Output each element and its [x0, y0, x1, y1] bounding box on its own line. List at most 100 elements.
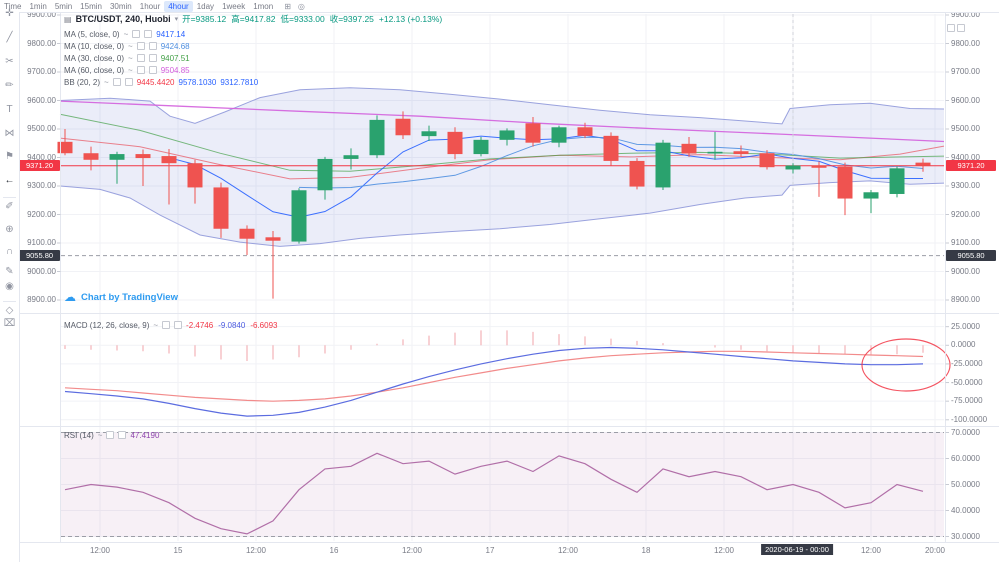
legend-close-icon[interactable] — [148, 66, 157, 74]
annotation-ellipse — [861, 338, 951, 392]
candle-body — [889, 168, 905, 194]
price-axis-tick: 9300.00 — [951, 181, 980, 190]
tab-1mon[interactable]: 1mon — [253, 1, 274, 11]
pane-maximize-icon[interactable] — [947, 24, 955, 32]
chart-style-icon[interactable]: ▤ — [64, 14, 72, 24]
candle-body — [733, 151, 749, 155]
time-axis-label: 12:00 — [713, 546, 735, 555]
macd-axis-tick: -100.0000 — [951, 414, 988, 424]
ma-legend-3-value: 9407.51 — [160, 53, 190, 63]
legend-expand-caret: ~ — [123, 29, 129, 39]
legend-settings-icon[interactable] — [136, 42, 145, 50]
price-axis-tick: 9000.00 — [27, 266, 56, 276]
tab-1day[interactable]: 1day — [196, 1, 215, 11]
tab-1min[interactable]: 1min — [29, 1, 47, 11]
legend-close-icon[interactable] — [118, 431, 127, 439]
ma-legend-1[interactable]: MA (5, close, 0) ~9417.14 — [64, 29, 185, 39]
tab-30min[interactable]: 30min — [109, 1, 132, 11]
popout-icon[interactable]: ⊞ — [284, 1, 291, 11]
last-price-badge-left: 9371.20 — [19, 160, 60, 172]
legend-close-icon[interactable] — [148, 42, 157, 50]
legend-close-icon[interactable] — [174, 321, 183, 329]
bollinger-lower — [59, 180, 945, 247]
symbol-dropdown-caret[interactable]: ▾ — [174, 16, 179, 23]
price-axis-tick: 9200.00 — [951, 209, 980, 219]
xabcd-pattern-icon[interactable]: ⋈ — [4, 128, 15, 139]
object-tree-icon[interactable]: ◇ — [5, 305, 14, 316]
tradingview-watermark[interactable]: ☁ Chart by TradingView — [64, 291, 178, 303]
price-axis-tick: 9000.00 — [951, 266, 980, 276]
macd-legend-label: MACD (12, 26, close, 9) — [64, 320, 150, 330]
candle-body — [499, 130, 515, 140]
brush-icon[interactable]: ✏ — [5, 80, 14, 91]
time-axis-label: 18 — [641, 546, 651, 555]
lock-drawings-icon[interactable]: ✎ — [5, 266, 14, 277]
price-axis-tick: 9400.00 — [951, 152, 980, 162]
time-axis-label: 17 — [485, 546, 495, 555]
macd-legend[interactable]: MACD (12, 26, close, 9) ~ -2.4746 -9.0840… — [64, 320, 282, 330]
macd-legend-value: -6.6093 — [250, 320, 278, 330]
ohlc-value: 开=9385.12 — [182, 14, 227, 24]
legend-settings-icon[interactable] — [162, 321, 171, 329]
macd-axis-tick: -25.0000 — [951, 358, 983, 368]
tab-Time[interactable]: Time — [4, 1, 22, 11]
candle-body — [681, 143, 697, 154]
time-axis-label: 12:00 — [557, 546, 579, 555]
bb-legend-value: 9445.4420 — [136, 77, 175, 87]
ma-legend-4-label: MA (60, close, 0) — [64, 65, 125, 75]
tab-4hour[interactable]: 4hour — [164, 0, 193, 12]
candle-body — [109, 154, 125, 160]
legend-close-icon[interactable] — [144, 30, 153, 38]
ohlc-value: 高=9417.82 — [231, 14, 276, 24]
tab-1hour[interactable]: 1hour — [139, 1, 161, 11]
tab-5min[interactable]: 5min — [54, 1, 73, 11]
text-tool-icon[interactable]: T — [6, 104, 13, 115]
symbol-title[interactable]: BTC/USDT, 240, Huobi — [75, 14, 171, 24]
rsi-legend[interactable]: RSI (14) ~ 47.4190 — [64, 430, 159, 440]
forecast-icon[interactable]: ⚑ — [5, 151, 14, 162]
legend-settings-icon[interactable] — [112, 78, 121, 86]
ma-legend-1-label: MA (5, close, 0) — [64, 29, 120, 39]
eye-icon[interactable]: ◉ — [5, 281, 14, 292]
separators — [19, 13, 999, 543]
rsi-axis-tick: 30.0000 — [951, 531, 980, 541]
ma-legend-2[interactable]: MA (10, close, 0) ~9424.68 — [64, 41, 190, 51]
legend-close-icon[interactable] — [148, 54, 157, 62]
price-axis-tick: 9600.00 — [27, 95, 56, 105]
ma-legend-3-label: MA (30, close, 0) — [64, 53, 125, 63]
crosshair-icon[interactable]: ✛ — [5, 8, 14, 19]
trash-icon[interactable]: ⌧ — [3, 318, 16, 329]
zoom-in-icon[interactable]: ⊕ — [5, 224, 14, 235]
trend-line-icon[interactable]: ╱ — [6, 32, 13, 43]
price-axis-tick: 9500.00 — [951, 124, 980, 133]
legend-settings-icon[interactable] — [132, 30, 141, 38]
magnet-icon[interactable]: ∩ — [5, 246, 14, 257]
time-axis-label: 12:00 — [89, 546, 111, 555]
candle-body — [317, 158, 333, 191]
legend-settings-icon[interactable] — [136, 66, 145, 74]
candle-body — [135, 154, 151, 159]
bb-legend-label: BB (20, 2) — [64, 77, 101, 87]
candle-body — [785, 165, 801, 170]
time-axis-highlight-label[interactable]: 2020-06-19 - 00:00 — [761, 544, 833, 555]
ma-legend-3[interactable]: MA (30, close, 0) ~9407.51 — [64, 53, 190, 63]
legend-close-icon[interactable] — [124, 78, 133, 86]
symbol-header[interactable]: ▤ BTC/USDT, 240, Huobi ▾ 开=9385.12 高=9417… — [64, 14, 447, 24]
ma-legend-4[interactable]: MA (60, close, 0) ~9504.85 — [64, 65, 190, 75]
bb-legend[interactable]: BB (20, 2) ~9445.4420 9578.1030 9312.7810 — [64, 77, 258, 87]
tab-15min[interactable]: 15min — [80, 1, 102, 11]
candle-body — [395, 118, 411, 136]
measure-icon[interactable]: ✐ — [5, 201, 14, 212]
hide-marks-arrow-icon[interactable]: ← — [4, 175, 15, 186]
pane-close-icon[interactable] — [957, 24, 965, 32]
candle-body — [447, 131, 463, 155]
candle-body — [239, 228, 255, 239]
macd-line — [64, 346, 924, 417]
price-axis-tick: 9300.00 — [27, 181, 56, 190]
tab-1week[interactable]: 1week — [222, 1, 246, 11]
level-badge-left: 9055.80 — [19, 250, 60, 262]
camera-icon[interactable]: ◎ — [297, 1, 305, 11]
legend-settings-icon[interactable] — [106, 431, 115, 439]
legend-settings-icon[interactable] — [136, 54, 145, 62]
fib-tools-icon[interactable]: ✂ — [5, 56, 14, 67]
